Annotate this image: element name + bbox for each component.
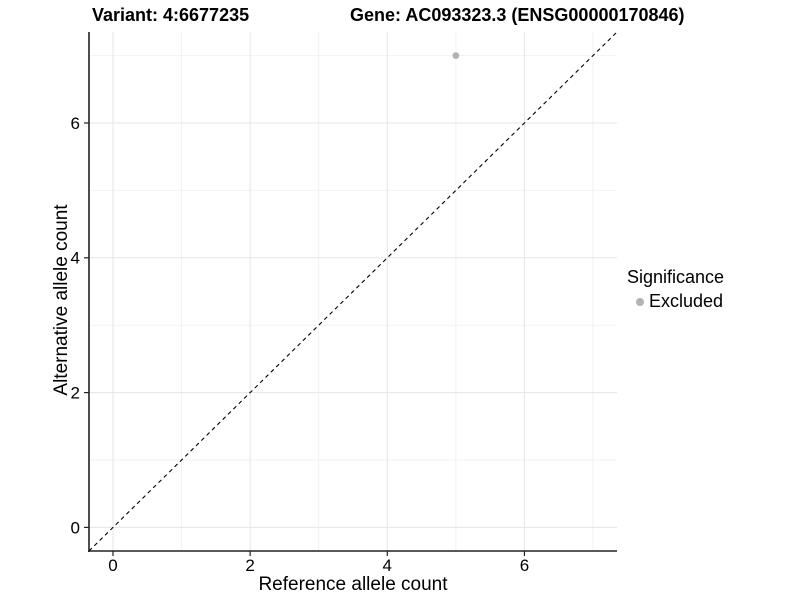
x-tick-label: 2 [245, 556, 254, 575]
legend-item-label: Excluded [649, 291, 724, 311]
y-tick-label: 4 [71, 249, 80, 268]
x-tick-label: 0 [108, 556, 117, 575]
x-tick-label: 6 [520, 556, 529, 575]
scatter-point [452, 52, 460, 59]
y-axis-title: Alternative allele count [51, 204, 72, 396]
y-tick-label: 0 [71, 518, 80, 537]
axis-lines [88, 32, 617, 552]
variant-title: Variant: 4:6677235 [92, 5, 250, 25]
x-axis-title: Reference allele count [258, 574, 448, 595]
gridlines-major [89, 32, 617, 551]
y-tick-label: 2 [71, 384, 80, 403]
tick-marks [84, 122, 526, 556]
gridlines-minor [89, 32, 617, 551]
legend-item-excluded: Excluded [627, 291, 724, 312]
legend-title: Significance [627, 267, 725, 287]
x-tick-label: 4 [383, 556, 392, 575]
data-points [452, 52, 460, 59]
excluded-point-icon [636, 297, 644, 306]
legend: Significance Excluded [627, 267, 724, 312]
y-tick-label: 6 [71, 114, 80, 133]
identity-dashed-line [88, 31, 618, 552]
gene-title: Gene: AC093323.3 (ENSG00000170846) [350, 5, 685, 25]
tick-labels: 0 2 4 6 0 2 4 6 [71, 114, 530, 575]
identity-line [88, 31, 618, 552]
